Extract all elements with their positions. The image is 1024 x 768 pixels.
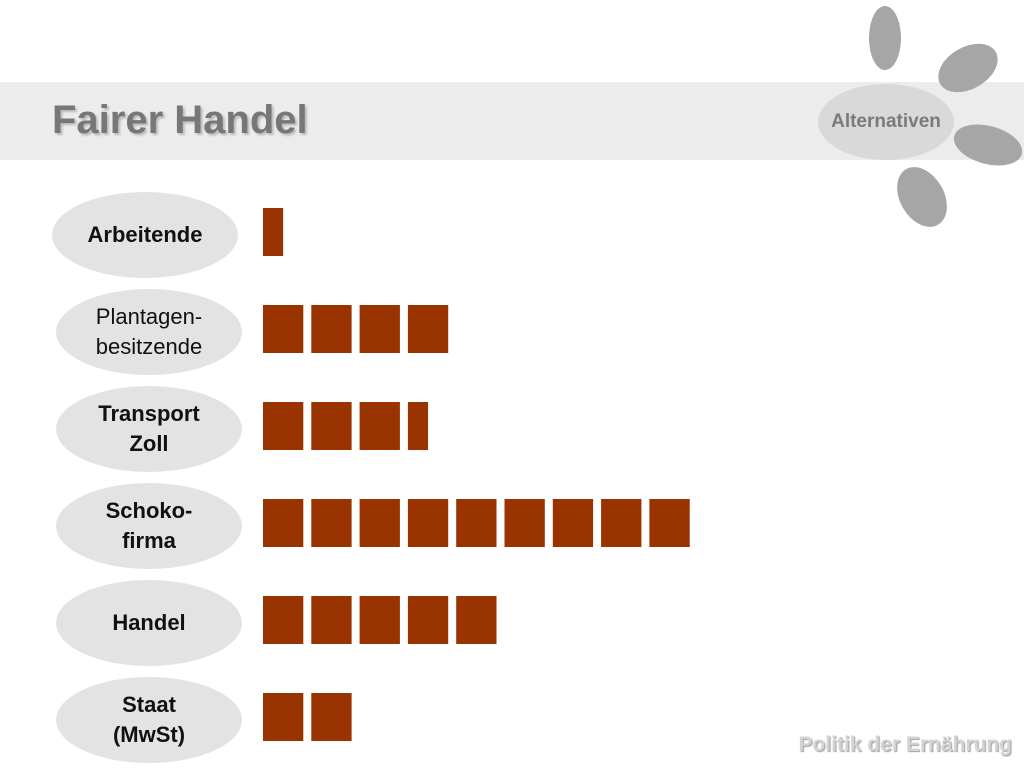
bar-unit: [311, 305, 352, 353]
bar-unit: [311, 596, 352, 644]
bar-unit: [263, 499, 304, 547]
bar-unit: [311, 693, 352, 741]
category-label: Schoko- firma: [56, 483, 242, 569]
category-label: Plantagen- besitzende: [56, 289, 242, 375]
nav-alternativen-button[interactable]: Alternativen: [818, 84, 954, 160]
bar-unit-partial: [407, 402, 429, 450]
bar-unit: [311, 499, 352, 547]
bar-unit-partial: [263, 208, 284, 256]
bar-unit: [359, 596, 400, 644]
bar-unit: [263, 305, 304, 353]
bar-unit: [359, 499, 400, 547]
bar-unit: [263, 693, 304, 741]
bar-unit: [311, 402, 352, 450]
bar-unit: [407, 305, 449, 353]
page-title: Fairer Handel: [52, 98, 308, 142]
bar-unit: [456, 596, 497, 644]
bar-unit: [263, 402, 304, 450]
bar-unit: [407, 499, 449, 547]
nav-alternativen-label: Alternativen: [831, 111, 941, 132]
bar-unit: [649, 499, 690, 547]
bar-unit: [601, 499, 642, 547]
footer-text: Politik der Ernährung: [798, 733, 1012, 756]
category-label: Transport Zoll: [56, 386, 242, 472]
bar-unit: [359, 402, 400, 450]
bar-unit: [407, 596, 449, 644]
category-label: Handel: [56, 580, 242, 666]
category-label: Staat (MwSt): [56, 677, 242, 763]
bar-unit: [504, 499, 545, 547]
bar-unit: [552, 499, 594, 547]
bar-unit: [456, 499, 497, 547]
bar-unit: [359, 305, 400, 353]
bar-unit: [263, 596, 304, 644]
category-label: Arbeitende: [52, 192, 238, 278]
